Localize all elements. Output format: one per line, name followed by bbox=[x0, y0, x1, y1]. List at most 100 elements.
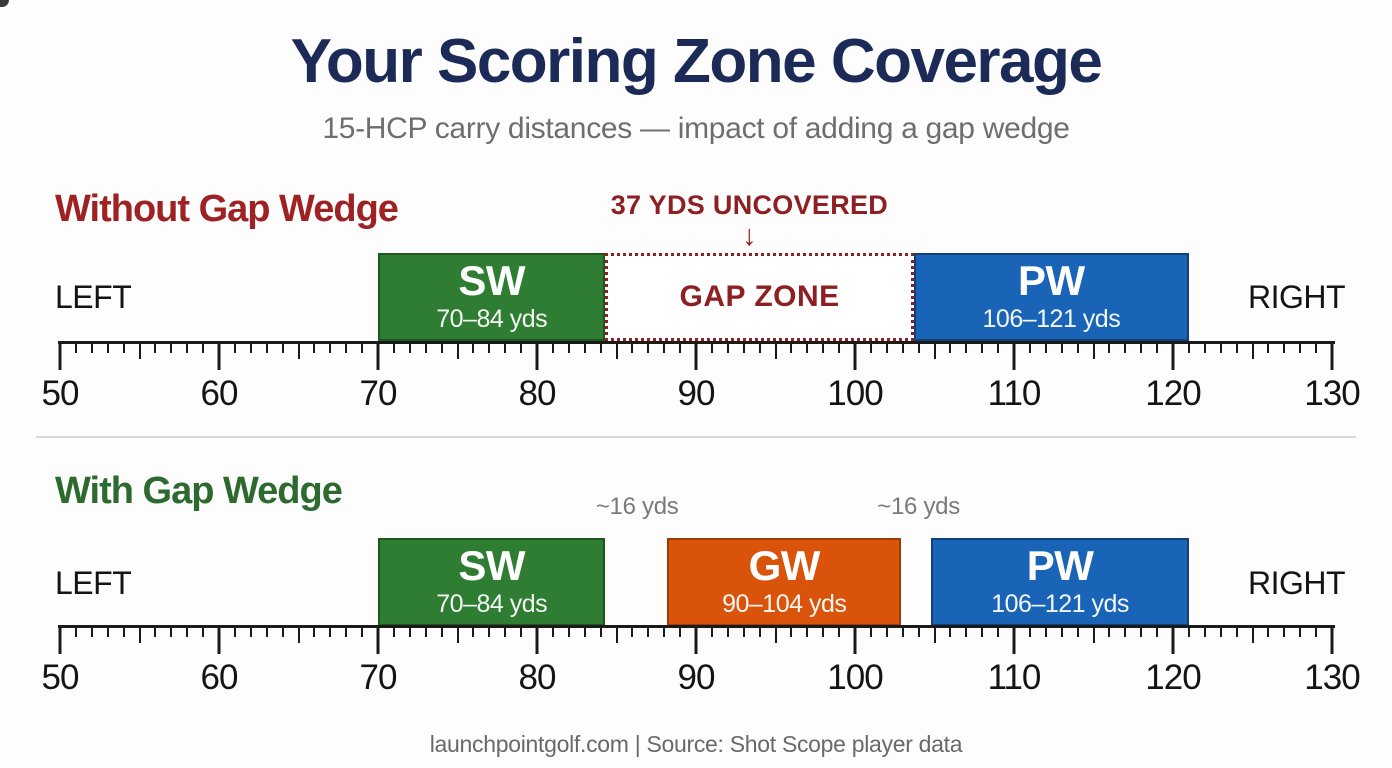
club-blocks-row-without: SW 70–84 yds GAP ZONE PW 106–121 yds 37 YDS U… bbox=[60, 191, 1332, 341]
ruler-tick-major bbox=[1330, 625, 1334, 654]
ruler-tick-minor bbox=[631, 341, 634, 353]
ruler-tick-minor bbox=[806, 341, 809, 353]
ruler-tick-major bbox=[58, 341, 62, 370]
ruler-tick-minor bbox=[106, 625, 109, 637]
yardage-ruler-without: 50 60 70 80 90 100 110 120 130 bbox=[42, 341, 1361, 413]
right-dispersion-label: RIGHT bbox=[1247, 564, 1346, 601]
ruler-tick-medium bbox=[774, 625, 777, 643]
ruler-tick-minor bbox=[1060, 341, 1063, 353]
ruler-tick-minor bbox=[679, 625, 682, 637]
ruler-tick-minor bbox=[726, 625, 729, 637]
club-name: PW bbox=[1018, 257, 1085, 305]
ruler-tick-minor bbox=[599, 625, 602, 637]
ruler-number: 130 bbox=[1304, 374, 1360, 413]
ruler-tick-minor bbox=[281, 341, 284, 353]
club-block-pw: PW 106–121 yds bbox=[931, 538, 1189, 626]
ruler-tick-minor bbox=[265, 341, 268, 353]
ruler-tick-minor bbox=[1235, 341, 1238, 353]
ruler-tick-major bbox=[58, 625, 62, 654]
ruler-tick-minor bbox=[408, 625, 411, 637]
page-title: Your Scoring Zone Coverage bbox=[290, 27, 1103, 96]
ruler-tick-minor bbox=[1044, 341, 1047, 353]
uncovered-annotation-text: 37 YDS UNCOVERED bbox=[610, 190, 889, 221]
ruler-tick-minor bbox=[1315, 625, 1318, 637]
ruler-tick-minor bbox=[329, 341, 332, 353]
ruler-tick-minor bbox=[997, 341, 1000, 353]
ruler-tick-minor bbox=[424, 341, 427, 353]
ruler-tick-minor bbox=[408, 341, 411, 353]
club-name: GW bbox=[748, 542, 821, 590]
ruler-tick-minor bbox=[313, 341, 316, 353]
corner-artifact bbox=[0, 0, 9, 7]
ruler-tick-minor bbox=[170, 341, 173, 353]
ruler-tick-major bbox=[217, 625, 221, 654]
ruler-tick-minor bbox=[392, 341, 395, 353]
ruler-tick-minor bbox=[822, 625, 825, 637]
ruler-tick-minor bbox=[1156, 625, 1159, 637]
ruler-tick-minor bbox=[583, 341, 586, 353]
ruler-tick-minor bbox=[1124, 625, 1127, 637]
ruler-tick-major bbox=[853, 341, 857, 370]
ruler-tick-medium bbox=[456, 341, 459, 359]
ruler-tick-minor bbox=[504, 341, 507, 353]
ruler-tick-minor bbox=[1108, 341, 1111, 353]
ruler-tick-minor bbox=[233, 625, 236, 637]
panel-heading-without: Without Gap Wedge bbox=[55, 188, 399, 230]
ruler-tick-minor bbox=[758, 341, 761, 353]
footer-credit: launchpointgolf.com | Source: Shot Scope… bbox=[429, 731, 963, 757]
ruler-tick-major bbox=[694, 341, 698, 370]
ruler-number: 80 bbox=[518, 658, 557, 697]
ruler-tick-major bbox=[1330, 341, 1334, 370]
ruler-tick-minor bbox=[1140, 341, 1143, 353]
ruler-tick-minor bbox=[90, 625, 93, 637]
ruler-tick-minor bbox=[726, 341, 729, 353]
club-name: GAP ZONE bbox=[679, 280, 840, 313]
ruler-tick-minor bbox=[965, 341, 968, 353]
ruler-tick-medium bbox=[933, 341, 936, 359]
ruler-tick-minor bbox=[838, 625, 841, 637]
ruler-tick-minor bbox=[567, 625, 570, 637]
ruler-tick-major bbox=[535, 625, 539, 654]
ruler-tick-minor bbox=[1299, 341, 1302, 353]
ruler-number: 130 bbox=[1304, 658, 1360, 697]
ruler-tick-minor bbox=[997, 625, 1000, 637]
ruler-tick-minor bbox=[1187, 341, 1190, 353]
ruler-tick-minor bbox=[392, 625, 395, 637]
ruler-tick-minor bbox=[122, 625, 125, 637]
ruler-tick-minor bbox=[1219, 341, 1222, 353]
ruler-tick-minor bbox=[806, 625, 809, 637]
ruler-tick-minor bbox=[1283, 341, 1286, 353]
ruler-tick-minor bbox=[504, 625, 507, 637]
ruler-tick-minor bbox=[520, 625, 523, 637]
ruler-tick-minor bbox=[154, 341, 157, 353]
ruler-tick-minor bbox=[1076, 625, 1079, 637]
ruler-tick-minor bbox=[106, 341, 109, 353]
ruler-tick-minor bbox=[186, 341, 189, 353]
ruler-tick-minor bbox=[838, 341, 841, 353]
ruler-tick-minor bbox=[265, 625, 268, 637]
ruler-tick-minor bbox=[74, 341, 77, 353]
ruler-tick-minor bbox=[1028, 625, 1031, 637]
ruler-tick-minor bbox=[1315, 341, 1318, 353]
ruler-tick-minor bbox=[170, 625, 173, 637]
club-block-sw: SW 70–84 yds bbox=[378, 538, 606, 626]
ruler-tick-minor bbox=[949, 341, 952, 353]
ruler-tick-medium bbox=[933, 625, 936, 643]
ruler-tick-minor bbox=[869, 625, 872, 637]
ruler-tick-major bbox=[1012, 341, 1016, 370]
ruler-tick-minor bbox=[869, 341, 872, 353]
ruler-tick-minor bbox=[440, 341, 443, 353]
ruler-tick-major bbox=[217, 341, 221, 370]
right-dispersion-label: RIGHT bbox=[1247, 278, 1346, 315]
yardage-ruler-with: 50 60 70 80 90 100 110 120 130 bbox=[42, 625, 1361, 697]
down-arrow-icon: ↓ bbox=[742, 220, 757, 252]
ruler-tick-minor bbox=[249, 625, 252, 637]
ruler-tick-minor bbox=[488, 341, 491, 353]
ruler-number: 70 bbox=[359, 374, 398, 413]
ruler-tick-medium bbox=[1251, 625, 1254, 643]
ruler-tick-minor bbox=[917, 341, 920, 353]
ruler-tick-minor bbox=[742, 341, 745, 353]
ruler-tick-minor bbox=[90, 341, 93, 353]
ruler-tick-minor bbox=[790, 625, 793, 637]
ruler-tick-medium bbox=[615, 625, 618, 643]
